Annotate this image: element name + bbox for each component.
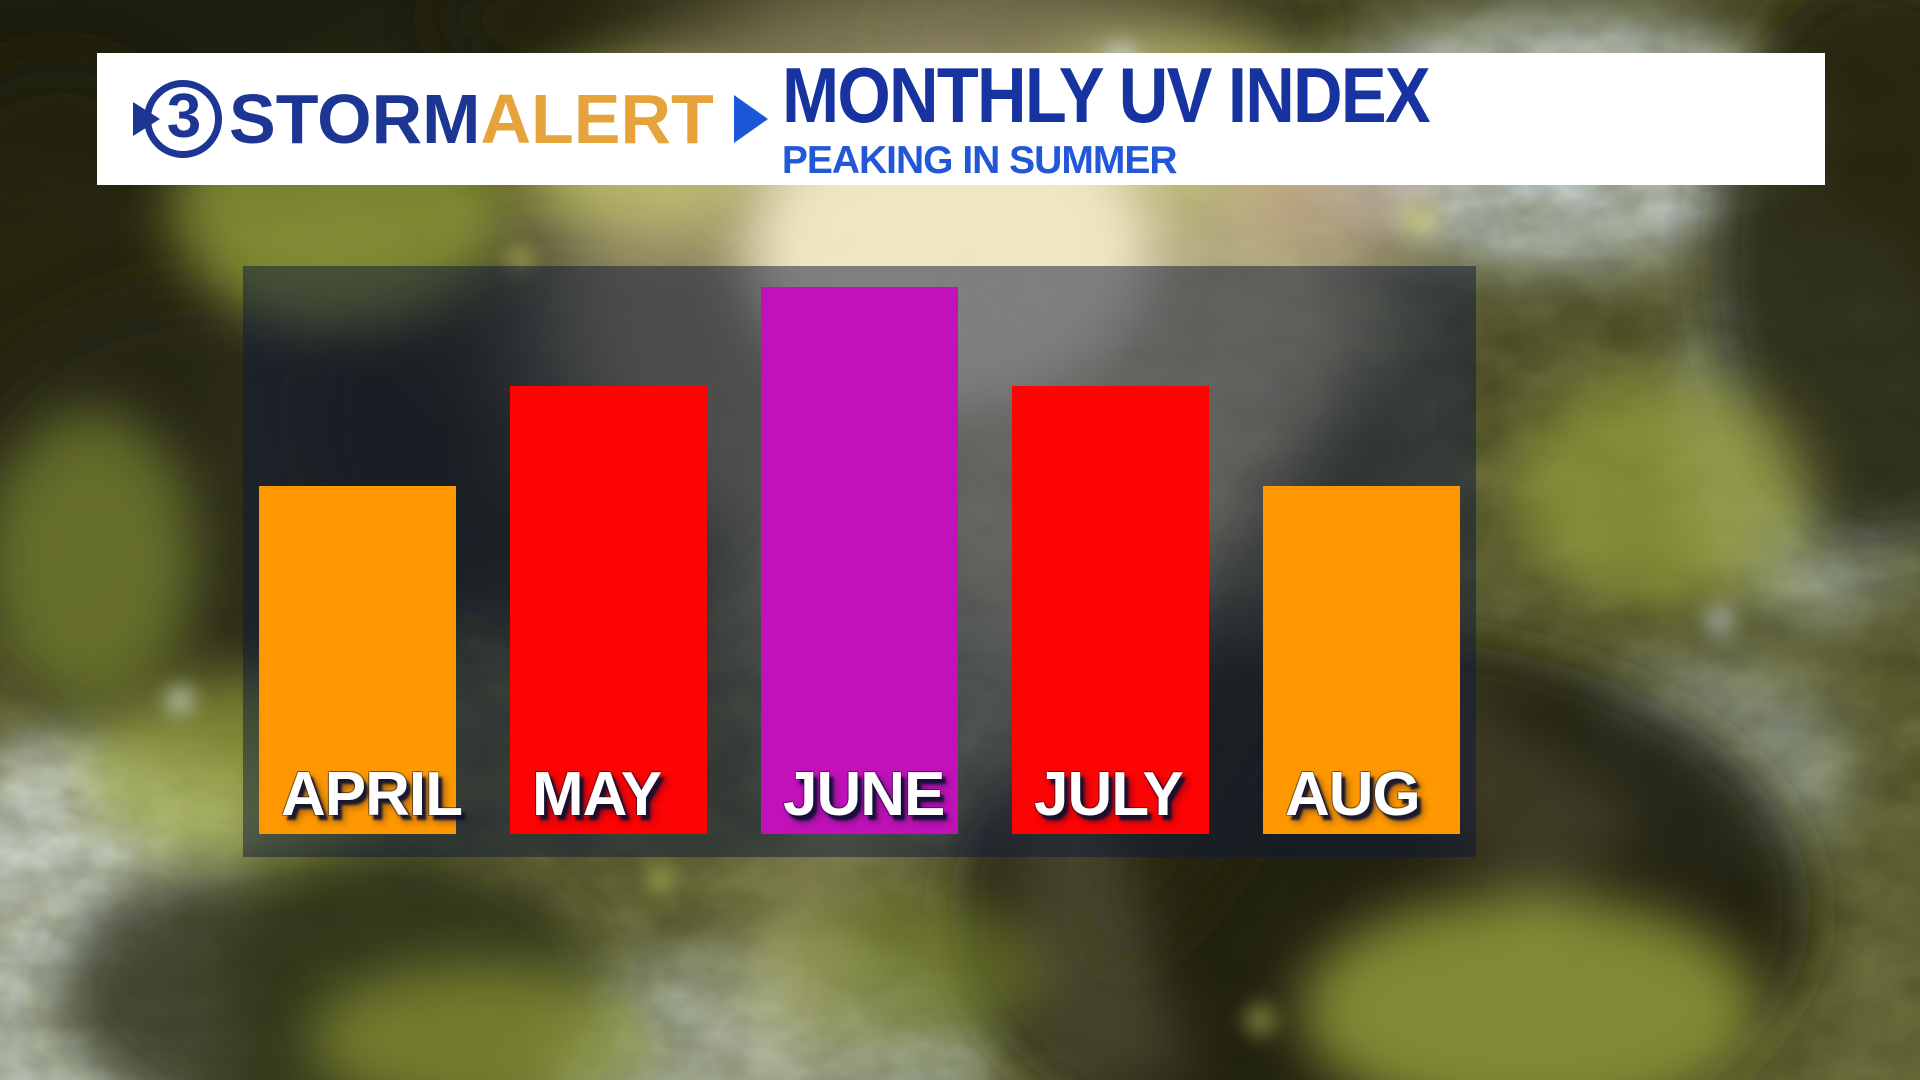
bar-month-label: JUNE (783, 760, 945, 829)
uv-bar-july: JULY (1012, 386, 1209, 834)
uv-bar-april: APRIL (259, 486, 463, 834)
uv-bar-june: JUNE (761, 287, 958, 834)
uv-bar-may: MAY (510, 386, 707, 834)
storm-alert-logo: 3 STORM ALERT (133, 80, 714, 158)
uv-chart-panel: APRIL MAY JUNE JULY AUG (243, 266, 1476, 857)
channel-number: 3 (166, 82, 202, 151)
bar-month-label: AUG (1285, 760, 1421, 829)
logo-play-arrow-icon (133, 102, 160, 136)
title-arrow-icon (733, 95, 768, 143)
title-block: MONTHLY UV INDEX PEAKING IN SUMMER (781, 51, 1517, 182)
bar-month-label: APRIL (281, 760, 463, 829)
uv-bar-aug: AUG (1263, 486, 1460, 834)
header-banner: 3 STORM ALERT MONTHLY UV INDEX PEAKING I… (97, 53, 1825, 185)
logo-storm-text: STORM (229, 80, 481, 158)
page-subtitle: PEAKING IN SUMMER (781, 138, 1178, 182)
bar-month-label: MAY (532, 760, 662, 829)
page-title: MONTHLY UV INDEX (781, 51, 1431, 140)
bar-month-label: JULY (1034, 760, 1184, 829)
logo-alert-text: ALERT (480, 80, 714, 158)
